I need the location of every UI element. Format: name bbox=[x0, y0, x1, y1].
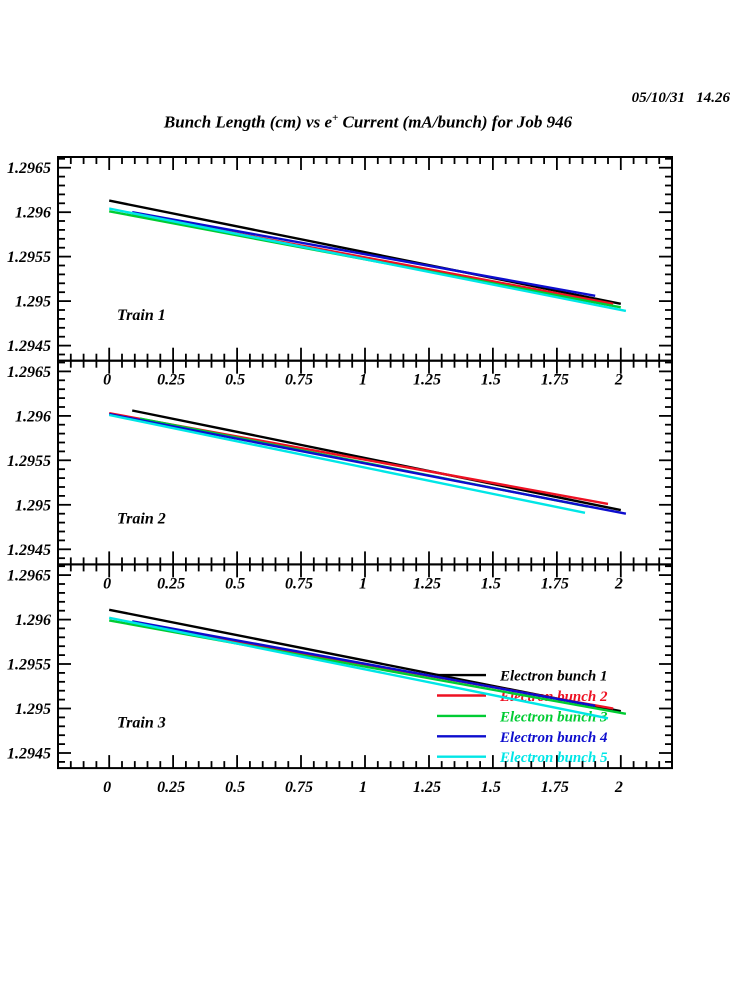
page-title: Bunch Length (cm) vs e+ Current (mA/bunc… bbox=[0, 112, 736, 133]
y-tick-label: 1.295 bbox=[15, 294, 51, 311]
x-tick-label: 1.75 bbox=[541, 575, 569, 592]
title-superscript: + bbox=[332, 112, 339, 124]
train-label-1: Train 1 bbox=[117, 307, 166, 324]
x-tick-label: 0.75 bbox=[285, 779, 313, 796]
y-tick-label: 1.2955 bbox=[7, 249, 51, 266]
train-label-2: Train 2 bbox=[117, 511, 166, 528]
x-tick-label: 1.75 bbox=[541, 779, 569, 796]
y-tick-label: 1.2945 bbox=[7, 338, 51, 355]
x-tick-label: 1.25 bbox=[413, 779, 441, 796]
x-tick-label: 0.75 bbox=[285, 575, 313, 592]
x-tick-label: 0 bbox=[103, 372, 111, 389]
x-tick-label: 0 bbox=[103, 779, 111, 796]
x-tick-label: 0.25 bbox=[157, 372, 185, 389]
series-line-electron-bunch-4 bbox=[131, 211, 596, 297]
x-tick-label: 1.5 bbox=[481, 372, 501, 389]
legend-label-5: Electron bunch 5 bbox=[499, 750, 608, 766]
series-line-electron-bunch-4 bbox=[131, 620, 596, 707]
x-tick-label: 1.5 bbox=[481, 575, 501, 592]
title-suffix: Current (mA/bunch) for Job 946 bbox=[338, 112, 573, 132]
y-tick-label: 1.2945 bbox=[7, 542, 51, 559]
y-tick-label: 1.2955 bbox=[7, 657, 51, 674]
x-tick-label: 2 bbox=[614, 372, 623, 389]
series-line-electron-bunch-5 bbox=[108, 413, 586, 514]
y-tick-label: 1.2965 bbox=[7, 364, 51, 381]
legend-label-4: Electron bunch 4 bbox=[499, 730, 608, 746]
y-tick-label: 1.2965 bbox=[7, 568, 51, 585]
x-tick-label: 1.5 bbox=[481, 779, 501, 796]
y-tick-label: 1.296 bbox=[15, 205, 51, 222]
train-label-3: Train 3 bbox=[117, 714, 166, 731]
x-tick-label: 0.75 bbox=[285, 372, 313, 389]
x-tick-label: 0.5 bbox=[225, 575, 245, 592]
y-tick-label: 1.295 bbox=[15, 701, 51, 718]
y-tick-label: 1.2955 bbox=[7, 453, 51, 470]
x-tick-label: 1.75 bbox=[541, 372, 569, 389]
x-tick-label: 2 bbox=[614, 575, 623, 592]
x-tick-label: 1 bbox=[359, 575, 367, 592]
legend-label-1: Electron bunch 1 bbox=[499, 669, 608, 685]
y-tick-label: 1.295 bbox=[15, 497, 51, 514]
series-line-electron-bunch-1 bbox=[108, 199, 622, 305]
y-tick-label: 1.296 bbox=[15, 408, 51, 425]
legend-label-3: Electron bunch 3 bbox=[499, 709, 608, 725]
x-tick-label: 2 bbox=[614, 779, 623, 796]
series-line-electron-bunch-5 bbox=[108, 616, 609, 720]
x-tick-label: 0.5 bbox=[225, 779, 245, 796]
series-line-electron-bunch-1 bbox=[131, 409, 622, 512]
title-prefix: Bunch Length (cm) vs e bbox=[163, 112, 333, 132]
x-tick-label: 0 bbox=[103, 575, 111, 592]
x-tick-label: 1.25 bbox=[413, 575, 441, 592]
y-tick-label: 1.296 bbox=[15, 612, 51, 629]
x-tick-label: 1.25 bbox=[413, 372, 441, 389]
x-tick-label: 0.25 bbox=[157, 779, 185, 796]
x-tick-label: 1 bbox=[359, 779, 367, 796]
series-line-electron-bunch-5 bbox=[108, 207, 627, 313]
x-tick-label: 1 bbox=[359, 372, 367, 389]
y-tick-label: 1.2965 bbox=[7, 160, 51, 177]
y-tick-label: 1.2945 bbox=[7, 745, 51, 762]
series-line-electron-bunch-4 bbox=[108, 412, 627, 515]
x-tick-label: 0.5 bbox=[225, 372, 245, 389]
x-tick-label: 0.25 bbox=[157, 575, 185, 592]
timestamp: 05/10/31 14.26 bbox=[631, 90, 730, 106]
